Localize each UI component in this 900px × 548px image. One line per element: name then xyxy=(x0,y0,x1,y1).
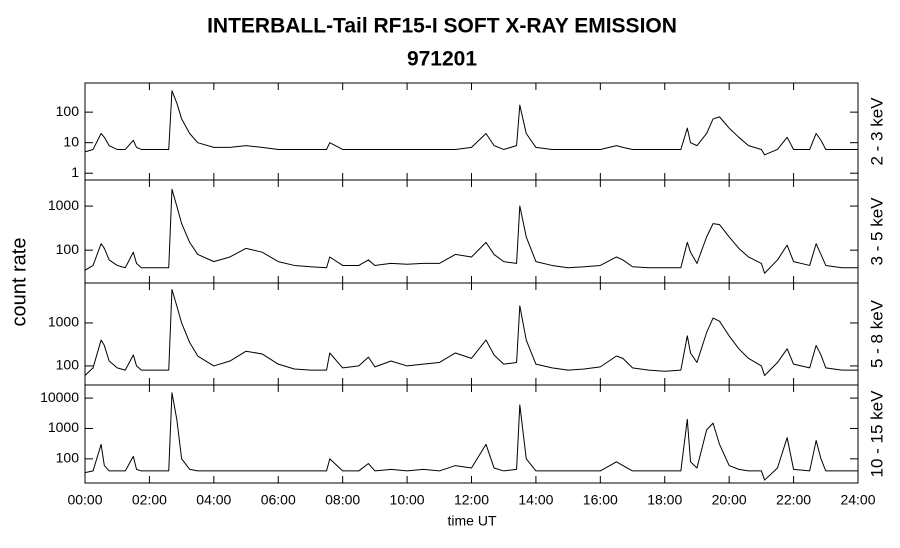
data-line xyxy=(85,90,858,156)
y-tick-label: 1000 xyxy=(48,419,79,435)
y-tick-label: 100 xyxy=(56,241,80,257)
panel-frame xyxy=(84,179,859,284)
x-tick-label: 18:00 xyxy=(647,492,682,508)
panel-frame xyxy=(84,282,859,386)
data-line xyxy=(85,289,858,376)
data-line xyxy=(85,392,858,481)
chart-subtitle: 971201 xyxy=(407,48,477,71)
y-tick-label: 1000 xyxy=(48,197,79,213)
x-tick-label: 14:00 xyxy=(518,492,553,508)
y-tick-label: 100 xyxy=(56,450,80,466)
panel-label: 3 - 5 keV xyxy=(867,197,886,266)
y-tick-label: 10000 xyxy=(40,389,79,405)
x-tick-label: 16:00 xyxy=(583,492,618,508)
panel-label: 5 - 8 keV xyxy=(867,299,886,368)
panel-frame xyxy=(84,82,859,181)
y-tick-label: 100 xyxy=(56,357,80,373)
y-tick-label: 100 xyxy=(56,103,80,119)
panel-label: 10 - 15 keV xyxy=(867,390,886,478)
x-tick-label: 04:00 xyxy=(196,492,231,508)
x-tick-label: 06:00 xyxy=(261,492,296,508)
x-tick-label: 08:00 xyxy=(325,492,360,508)
panel-label: 2 - 3 keV xyxy=(867,97,886,166)
x-tick-label: 00:00 xyxy=(67,492,102,508)
y-axis-label: count rate xyxy=(8,238,30,327)
x-tick-label: 12:00 xyxy=(454,492,489,508)
y-tick-label: 1 xyxy=(71,164,79,180)
x-tick-label: 24:00 xyxy=(840,492,875,508)
panel-frame xyxy=(84,384,859,484)
y-tick-label: 10 xyxy=(63,133,79,149)
x-axis-label: time UT xyxy=(448,513,497,529)
y-tick-label: 1000 xyxy=(48,314,79,330)
x-tick-label: 20:00 xyxy=(712,492,747,508)
x-tick-label: 22:00 xyxy=(776,492,811,508)
chart-title: INTERBALL-Tail RF15-I SOFT X-RAY EMISSIO… xyxy=(207,15,677,38)
x-tick-label: 02:00 xyxy=(132,492,167,508)
x-tick-label: 10:00 xyxy=(390,492,425,508)
data-line xyxy=(85,188,858,274)
